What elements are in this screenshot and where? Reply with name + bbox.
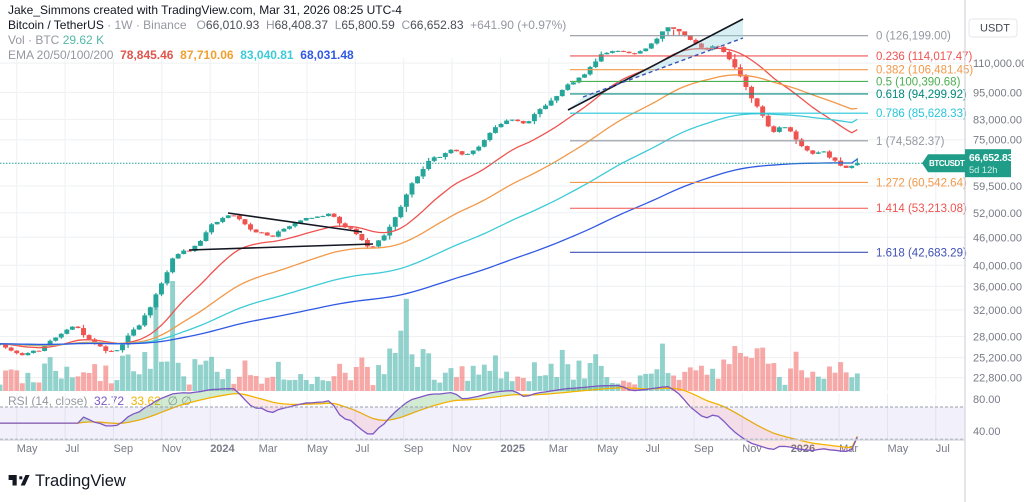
svg-text:83,000.00: 83,000.00 [973,114,1022,126]
svg-text:Nov: Nov [162,443,182,455]
svg-text:0.5 (100,390.68): 0.5 (100,390.68) [876,76,961,88]
svg-text:May: May [597,443,618,455]
svg-text:0.382 (106,481.45): 0.382 (106,481.45) [876,65,973,77]
svg-text:22,800.00: 22,800.00 [973,373,1022,385]
svg-text:32,000.00: 32,000.00 [973,305,1022,317]
svg-text:Jul: Jul [355,443,369,455]
svg-text:Mar: Mar [259,443,278,455]
svg-text:52,000.00: 52,000.00 [973,208,1022,220]
svg-text:BTCUSDT: BTCUSDT [929,159,965,168]
svg-text:28,000.00: 28,000.00 [973,332,1022,344]
svg-text:95,000.00: 95,000.00 [973,87,1022,99]
svg-text:2024: 2024 [210,443,235,455]
svg-text:59,500.00: 59,500.00 [973,181,1022,193]
svg-text:40.00: 40.00 [973,426,1001,438]
svg-text:Nov: Nov [452,443,472,455]
svg-text:2025: 2025 [501,443,525,455]
svg-text:Mar: Mar [549,443,568,455]
svg-text:TradingView: TradingView [35,472,126,490]
svg-text:0.618 (94,299.92): 0.618 (94,299.92) [876,89,967,101]
svg-text:0.786 (85,628.33): 0.786 (85,628.33) [876,108,967,120]
svg-text:110,000.00: 110,000.00 [973,58,1024,70]
svg-text:40,000.00: 40,000.00 [973,260,1022,272]
svg-text:USDT: USDT [980,23,1010,35]
svg-text:80.00: 80.00 [973,394,1001,406]
svg-text:1.618 (42,683.29): 1.618 (42,683.29) [876,247,967,259]
svg-text:1.272 (60,542.64): 1.272 (60,542.64) [876,178,967,190]
svg-text:0 (126,199.00): 0 (126,199.00) [876,31,951,43]
svg-text:46,000.00: 46,000.00 [973,232,1022,244]
svg-text:36,000.00: 36,000.00 [973,281,1022,293]
svg-text:Sep: Sep [114,443,134,455]
svg-text:66,652.83: 66,652.83 [969,153,1013,164]
svg-text:Jul: Jul [65,443,79,455]
svg-text:25,200.00: 25,200.00 [973,353,1022,365]
svg-text:Sep: Sep [404,443,424,455]
svg-text:0.236 (114,017.47): 0.236 (114,017.47) [876,51,973,63]
svg-text:Sep: Sep [694,443,714,455]
svg-text:Jul: Jul [646,443,660,455]
svg-text:1.414 (53,213.08): 1.414 (53,213.08) [876,203,967,215]
svg-text:May: May [307,443,328,455]
svg-text:May: May [888,443,909,455]
svg-text:May: May [17,443,38,455]
svg-text:5d 12h: 5d 12h [969,165,997,175]
svg-text:75,000.00: 75,000.00 [973,135,1022,147]
svg-text:Jul: Jul [936,443,950,455]
svg-text:1 (74,582.37): 1 (74,582.37) [876,136,945,148]
